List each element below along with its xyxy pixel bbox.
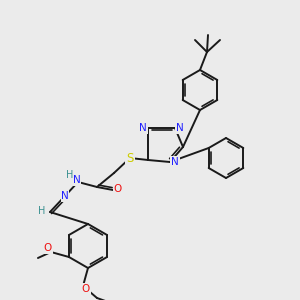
Text: H: H <box>66 170 74 180</box>
Text: N: N <box>73 175 81 185</box>
Text: N: N <box>61 191 69 201</box>
Text: N: N <box>171 157 179 167</box>
Text: H: H <box>38 206 46 216</box>
Text: S: S <box>126 152 134 164</box>
Text: N: N <box>176 123 184 133</box>
Text: O: O <box>44 243 52 253</box>
Text: N: N <box>139 123 147 133</box>
Text: O: O <box>114 184 122 194</box>
Text: O: O <box>82 284 90 294</box>
